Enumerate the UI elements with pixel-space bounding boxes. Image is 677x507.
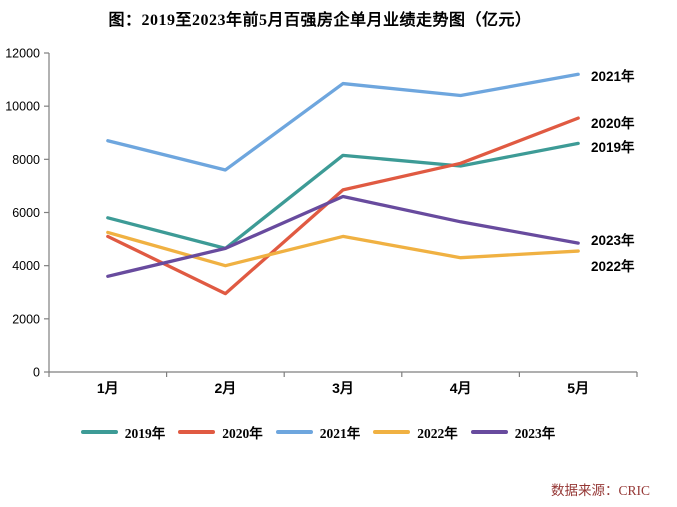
y-tick-label: 0 xyxy=(33,366,40,380)
x-tick-label: 5月 xyxy=(567,380,589,396)
legend-line-swatch-2019 xyxy=(80,430,118,434)
legend-line-swatch-2023 xyxy=(470,430,508,434)
y-tick-label: 10000 xyxy=(5,100,40,114)
chart-title: 图：2019至2023年前5月百强房企单月业绩走势图（亿元） xyxy=(108,12,532,29)
x-tick-label: 4月 xyxy=(450,380,472,396)
legend-item-2021: 2021年 xyxy=(275,422,361,442)
series-line-2020年 xyxy=(106,116,580,296)
series-line-2019年 xyxy=(106,141,580,251)
series-end-label-2021: 2021年 xyxy=(591,69,635,84)
y-tick-label: 6000 xyxy=(12,206,40,220)
legend-item-2023: 2023年 xyxy=(470,422,556,442)
legend-line-swatch-2022 xyxy=(373,430,411,434)
legend-label: 2023年 xyxy=(514,426,556,441)
legend-line-swatch-2021 xyxy=(275,430,313,434)
legend-label: 2022年 xyxy=(417,426,458,441)
series-end-label-2019: 2019年 xyxy=(591,140,635,155)
legend: 2019年 2020年 2021年 2022年 2023年 xyxy=(0,422,636,442)
legend-item-2020: 2020年 xyxy=(178,422,263,442)
legend-item-2022: 2022年 xyxy=(373,422,458,442)
y-tick-label: 2000 xyxy=(12,312,40,326)
y-tick-label: 12000 xyxy=(5,47,40,61)
legend-line-swatch-2020 xyxy=(178,430,216,434)
series-end-label-2023: 2023年 xyxy=(591,233,635,248)
data-source-note: 数据来源：CRIC xyxy=(550,483,650,498)
legend-label: 2019年 xyxy=(124,426,166,441)
series-end-label-2020: 2020年 xyxy=(591,116,635,131)
legend-label: 2020年 xyxy=(222,426,263,441)
series-line-2023年 xyxy=(106,194,580,278)
x-tick-label: 1月 xyxy=(97,380,119,396)
series-line-2022年 xyxy=(106,230,580,268)
series-line-2021年 xyxy=(106,72,580,172)
x-tick-label: 2月 xyxy=(215,380,237,396)
series-end-label-2022: 2022年 xyxy=(591,259,635,274)
y-tick-label: 4000 xyxy=(12,259,40,273)
legend-label: 2021年 xyxy=(319,426,361,441)
legend-item-2019: 2019年 xyxy=(80,422,166,442)
y-tick-label: 8000 xyxy=(12,153,40,167)
x-tick-label: 3月 xyxy=(332,380,354,396)
